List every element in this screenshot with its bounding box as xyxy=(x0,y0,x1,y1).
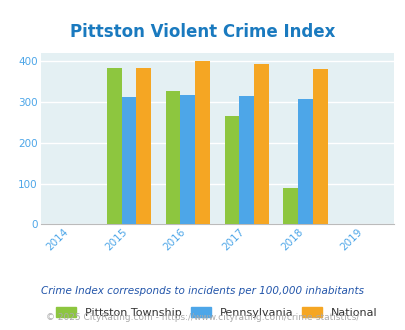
Bar xyxy=(165,91,180,224)
Bar xyxy=(239,96,254,224)
Bar xyxy=(312,69,327,224)
Legend: Pittston Township, Pennsylvania, National: Pittston Township, Pennsylvania, Nationa… xyxy=(56,307,377,318)
Bar xyxy=(180,95,195,224)
Bar xyxy=(195,61,209,224)
Text: Crime Index corresponds to incidents per 100,000 inhabitants: Crime Index corresponds to incidents per… xyxy=(41,286,364,296)
Text: © 2025 CityRating.com - https://www.cityrating.com/crime-statistics/: © 2025 CityRating.com - https://www.city… xyxy=(46,313,359,322)
Bar xyxy=(107,68,121,224)
Bar xyxy=(283,188,297,224)
Bar xyxy=(297,99,312,224)
Text: Pittston Violent Crime Index: Pittston Violent Crime Index xyxy=(70,23,335,41)
Bar xyxy=(224,116,239,224)
Bar xyxy=(254,64,268,224)
Bar xyxy=(136,68,151,224)
Bar xyxy=(121,96,136,224)
